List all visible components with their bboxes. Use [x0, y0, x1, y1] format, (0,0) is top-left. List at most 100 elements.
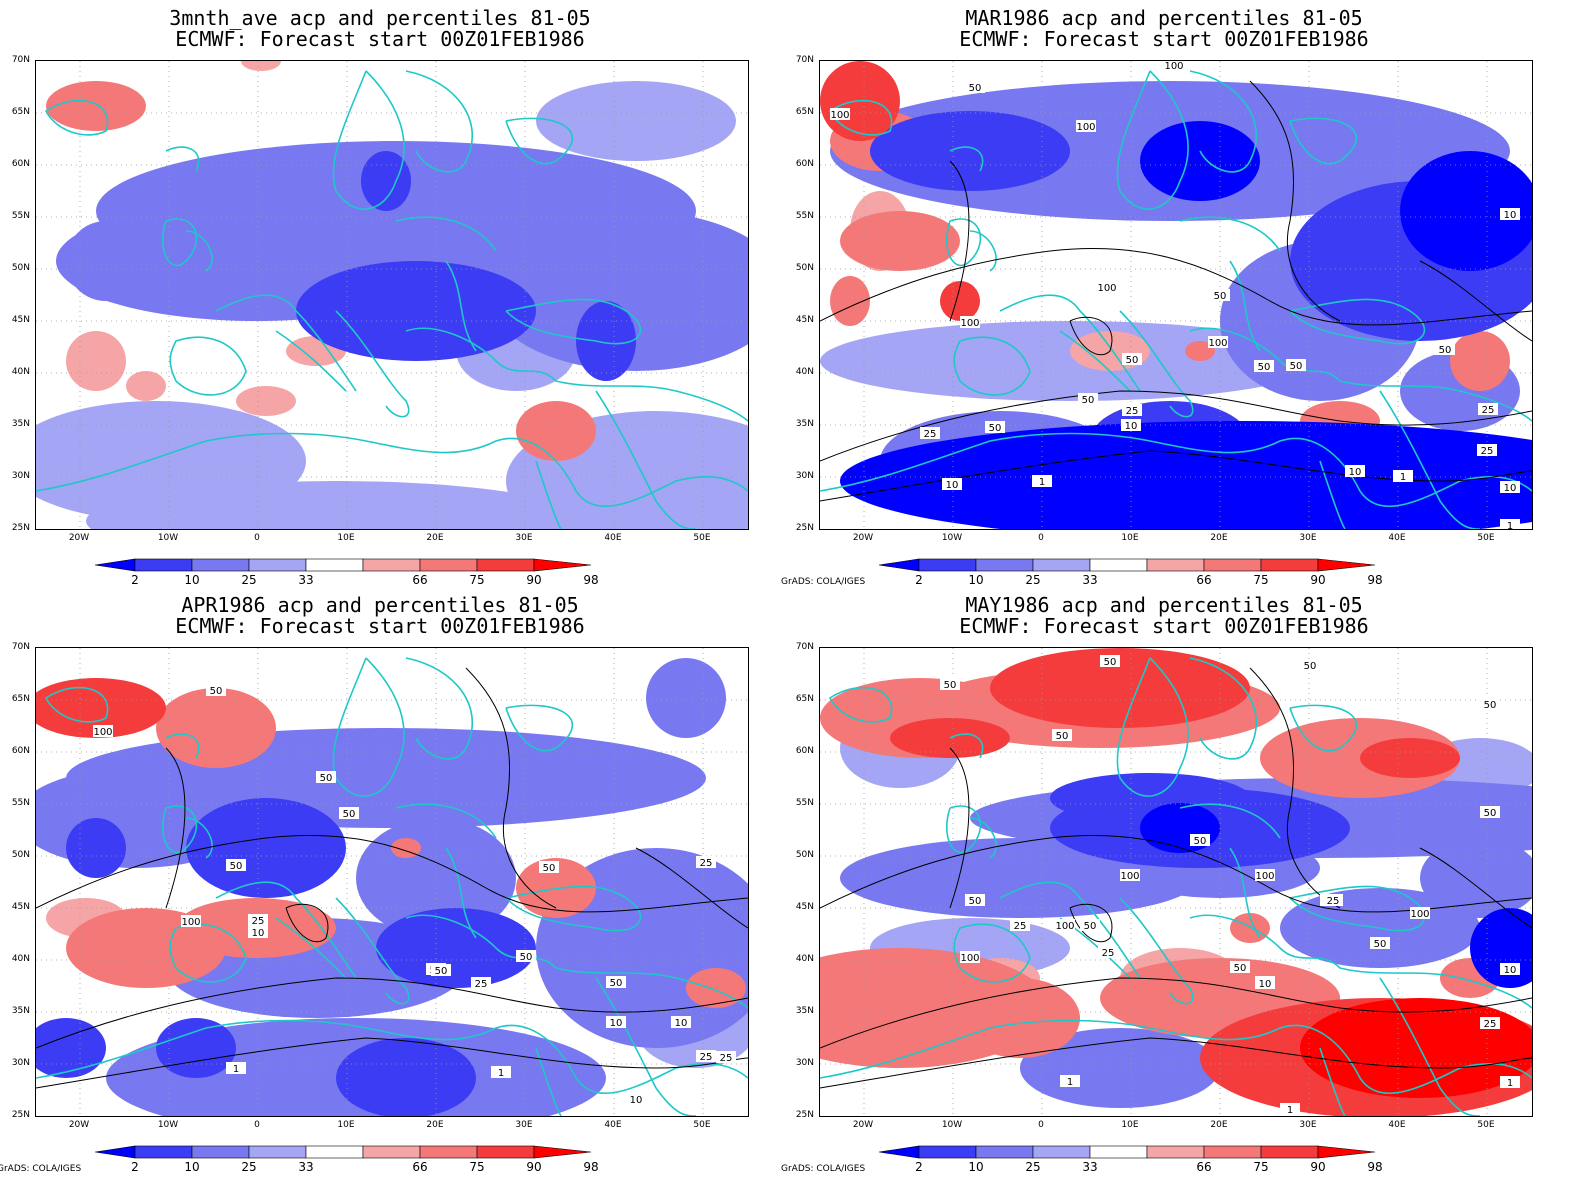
- contour-value: 25: [700, 1052, 713, 1063]
- colorbar-label: 98: [1367, 573, 1383, 587]
- contour-label: 1: [1280, 1103, 1300, 1116]
- lon-tick-label: 30E: [1299, 533, 1317, 543]
- contour-value: 1: [498, 1068, 504, 1079]
- contour-lines: [36, 667, 748, 1089]
- contour-value: 100: [1097, 283, 1116, 294]
- contour-label: 100: [1410, 907, 1430, 920]
- coastlines: [36, 70, 748, 529]
- lat-tick-label: 55N: [11, 211, 30, 221]
- lat-tick-label: 45N: [795, 315, 814, 325]
- lat-tick-label: 35N: [795, 1006, 814, 1016]
- lat-tick-label: 40N: [795, 954, 814, 964]
- colorbar-bin: [248, 1145, 307, 1159]
- contour-value: 100: [93, 727, 112, 738]
- lat-tick-label: 35N: [11, 419, 30, 429]
- lat-tick-label: 25N: [11, 1110, 30, 1120]
- contour-label: 50: [206, 684, 226, 697]
- lon-tick-label: 0: [254, 533, 260, 543]
- contour-value: 50: [1104, 657, 1117, 668]
- colorbar-bin: [191, 558, 250, 572]
- lat-tick-label: 60N: [795, 746, 814, 756]
- colorbar-label: 10: [968, 1160, 984, 1174]
- colorbar-arrow-high: [1317, 1145, 1376, 1159]
- percentile-region: [646, 658, 726, 738]
- contour-value: 50: [969, 83, 982, 94]
- contour-lines: [820, 80, 1532, 502]
- colorbar-label: 2: [131, 1160, 139, 1174]
- panel-3month-average: 3mnth_ave acp and percentiles 81-05 ECMWF…: [0, 0, 760, 598]
- contour-label: 10: [1345, 465, 1365, 478]
- grads-credit: GrADS: COLA/IGES: [781, 577, 866, 587]
- contour-label: 25: [1098, 946, 1118, 959]
- colorbar-bin: [1260, 558, 1319, 572]
- percentile-region: [36, 1018, 106, 1078]
- lon-tick-label: 20E: [426, 1120, 444, 1130]
- contour-label: 50: [1100, 655, 1120, 668]
- colorbar-label: 10: [184, 573, 200, 587]
- lat-tick-label: 50N: [795, 263, 814, 273]
- colorbar-label: 75: [469, 1160, 485, 1174]
- lon-tick-label: 10E: [1121, 1120, 1139, 1130]
- percentile-region: [186, 798, 346, 898]
- contour-value: 100: [1055, 921, 1074, 932]
- lat-tick-label: 60N: [11, 746, 30, 756]
- percentile-region: [156, 1018, 236, 1078]
- lon-tick-label: 20E: [1210, 1120, 1228, 1130]
- colorbar-label: 2: [915, 573, 923, 587]
- contour-label: 50: [226, 859, 246, 872]
- contour-value: 50: [1056, 731, 1069, 742]
- contour-label: 100: [960, 951, 980, 964]
- colorbar-label: 66: [1196, 1160, 1212, 1174]
- lon-tick-label: 30E: [515, 533, 533, 543]
- colorbar: [878, 1144, 1439, 1164]
- colorbar-bin: [918, 558, 977, 572]
- colorbar-label: 25: [1025, 1160, 1041, 1174]
- graticule: [36, 61, 748, 529]
- contour-label: 50: [1080, 919, 1100, 932]
- percentile-region: [990, 648, 1250, 728]
- contour-value: 10: [610, 1018, 623, 1029]
- colorbar-bin: [918, 1145, 977, 1159]
- colorbar-bin: [134, 1145, 193, 1159]
- lon-tick-label: 50E: [693, 1120, 711, 1130]
- colorbar-arrow-high: [533, 1145, 592, 1159]
- colorbar-swatches: [94, 558, 592, 572]
- lon-tick-label: 20W: [68, 533, 90, 543]
- colorbar: [94, 1144, 655, 1164]
- shaded-percentile-fields: [820, 648, 1532, 1116]
- coastlines: [36, 657, 748, 1116]
- panel-mar1986: MAR1986 acp and percentiles 81-05 ECMWF: …: [781, 0, 1544, 598]
- percentile-region: [1420, 838, 1532, 918]
- contour-value: 50: [1214, 291, 1227, 302]
- contour-label: 25: [1480, 1017, 1500, 1030]
- lat-tick-label: 65N: [11, 107, 30, 117]
- lon-tick-label: 40E: [604, 533, 622, 543]
- colorbar-bin: [975, 558, 1034, 572]
- contour-value: 25: [1481, 446, 1494, 457]
- contour-label: 50: [1052, 729, 1072, 742]
- contour-value: 50: [969, 896, 982, 907]
- colorbar-swatches: [878, 558, 1376, 572]
- contour-label: 50: [1230, 961, 1250, 974]
- contour-label: 50: [940, 678, 960, 691]
- colorbar: [878, 557, 1439, 577]
- percentile-region: [830, 276, 870, 326]
- colorbar: [94, 557, 655, 577]
- colorbar-label: 25: [241, 573, 257, 587]
- contour-label: 10: [1255, 977, 1275, 990]
- percentile-region: [46, 81, 146, 131]
- contour-label: 50: [965, 81, 985, 94]
- contour-lines: [820, 667, 1532, 1089]
- colorbar-bin: [362, 558, 421, 572]
- percentile-region: [376, 908, 536, 988]
- percentile-map: 5010050505050100502550251011102550105025…: [36, 648, 748, 1116]
- lon-tick-label: 20W: [852, 533, 874, 543]
- colorbar-label: 98: [583, 573, 599, 587]
- contour-label: 50: [1254, 360, 1274, 373]
- contour-value: 1: [233, 1064, 239, 1075]
- contour-value: 100: [1208, 338, 1227, 349]
- coastlines: [820, 70, 1532, 529]
- contour-value: 25: [1102, 948, 1115, 959]
- contour-value: 10: [1125, 421, 1138, 432]
- colorbar-swatches: [94, 1145, 592, 1159]
